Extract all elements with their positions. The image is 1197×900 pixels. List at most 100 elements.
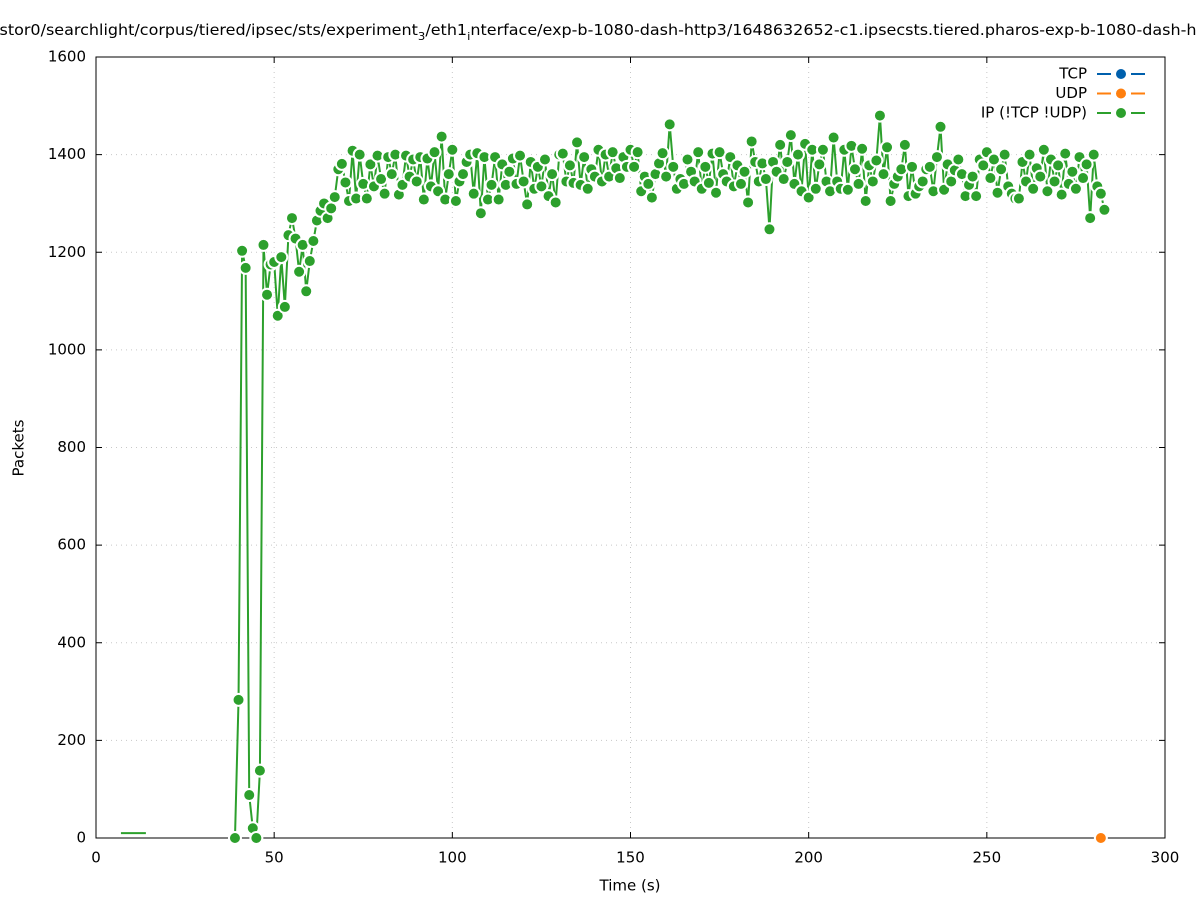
data-point [1033, 169, 1048, 184]
data-point [466, 186, 481, 201]
data-point [484, 177, 499, 192]
data-point [1058, 146, 1073, 161]
y-tick-label: 200 [57, 731, 86, 749]
data-point [1079, 157, 1094, 172]
data-point [630, 145, 645, 160]
data-point [1093, 831, 1108, 845]
data-point [235, 243, 250, 258]
plot-frame [95, 56, 1166, 839]
data-point [352, 147, 367, 162]
data-point [359, 191, 374, 206]
data-point [520, 197, 535, 212]
y-axis-label: Packets [10, 419, 28, 476]
y-tick-label: 600 [57, 536, 86, 554]
data-point [659, 169, 674, 184]
data-point [324, 201, 339, 216]
data-point [1047, 174, 1062, 189]
y-tick-label: 0 [76, 829, 86, 847]
data-point [662, 117, 677, 132]
data-point [858, 193, 873, 208]
data-point [555, 146, 570, 161]
data-point [872, 108, 887, 123]
data-point [812, 157, 827, 172]
data-point [384, 167, 399, 182]
data-point [698, 159, 713, 174]
data-point [997, 147, 1012, 162]
y-tick-label: 1200 [48, 243, 86, 261]
data-point [270, 308, 285, 323]
data-point [969, 189, 984, 204]
legend-label: TCP [1058, 65, 1087, 83]
y-tick-label: 800 [57, 438, 86, 456]
y-tick-label: 400 [57, 633, 86, 651]
y-tick-label: 1400 [48, 145, 86, 163]
data-point [306, 234, 321, 249]
data-point [983, 171, 998, 186]
data-point [1097, 202, 1112, 217]
data-point [876, 167, 891, 182]
data-point [737, 164, 752, 179]
data-point [513, 148, 528, 163]
data-point [562, 158, 577, 173]
data-point [790, 147, 805, 162]
data-point [534, 179, 549, 194]
data-point [741, 195, 756, 210]
data-point [897, 137, 912, 152]
data-point [260, 287, 275, 302]
title-segment: stor0/searchlight/corpus/tiered/ipsec/st… [0, 21, 418, 39]
title-segment: /eth1 [425, 21, 467, 39]
data-point [762, 222, 777, 237]
data-point [680, 152, 695, 167]
data-point [922, 159, 937, 174]
data-point [1054, 187, 1069, 202]
data-point [880, 140, 895, 155]
data-point [840, 182, 855, 197]
data-point [227, 831, 242, 845]
y-tick-label: 1000 [48, 340, 86, 358]
data-point [929, 150, 944, 165]
data-point [780, 154, 795, 169]
data-point [990, 185, 1005, 200]
data-point [869, 153, 884, 168]
title-segment: i [467, 30, 470, 43]
data-point [441, 167, 456, 182]
data-point [808, 181, 823, 196]
data-point [976, 158, 991, 173]
data-point [1051, 158, 1066, 173]
data-point [427, 145, 442, 160]
data-point [284, 211, 299, 226]
data-point [1083, 211, 1098, 226]
data-point [456, 167, 471, 182]
data-point [577, 150, 592, 165]
x-tick-label: 150 [616, 849, 645, 867]
data-point [994, 162, 1009, 177]
data-point [327, 190, 342, 205]
data-point [851, 176, 866, 191]
data-point [644, 190, 659, 205]
data-point [915, 174, 930, 189]
data-point [249, 831, 264, 845]
data-point [1068, 181, 1083, 196]
data-point [545, 167, 560, 182]
data-point [548, 195, 563, 210]
data-point [277, 299, 292, 314]
data-point [933, 119, 948, 134]
legend-label: UDP [1055, 84, 1087, 102]
data-point [627, 159, 642, 174]
data-point [448, 193, 463, 208]
data-point [256, 237, 271, 252]
data-point [491, 192, 506, 207]
data-point [516, 174, 531, 189]
data-point [1040, 184, 1055, 199]
data-point [815, 142, 830, 157]
title-segment: 3 [418, 30, 425, 43]
data-point [773, 137, 788, 152]
data-point [865, 174, 880, 189]
data-point [965, 169, 980, 184]
data-point [242, 788, 257, 803]
data-point [883, 193, 898, 208]
legend-marker [1114, 86, 1128, 101]
data-point [416, 192, 431, 207]
